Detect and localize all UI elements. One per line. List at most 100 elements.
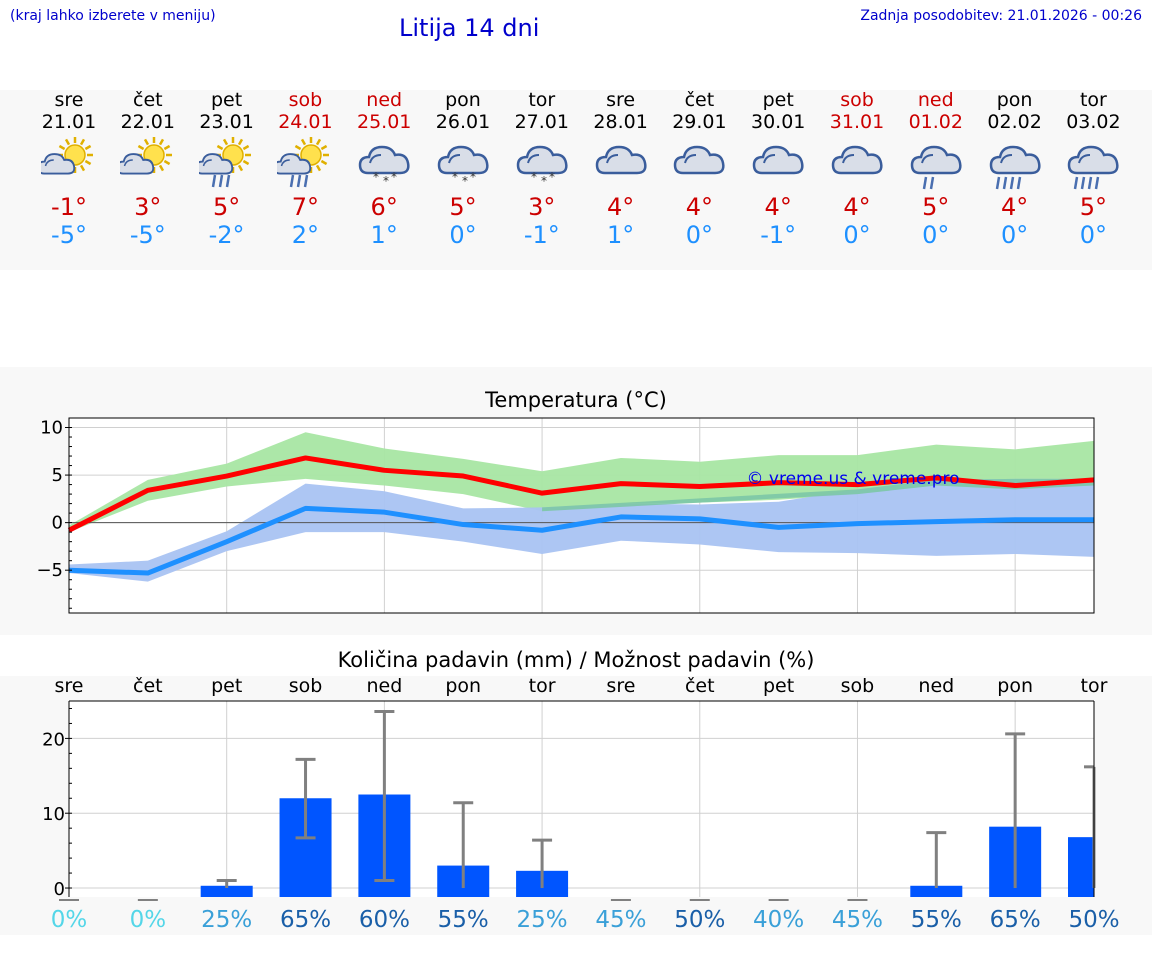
cloud-shape bbox=[674, 145, 725, 175]
temp-min: -5° bbox=[51, 221, 87, 249]
day-column: sob 24.01 7° 2° bbox=[265, 89, 345, 249]
day-name: pet bbox=[210, 89, 243, 111]
rain-drop bbox=[1095, 176, 1100, 190]
snow-flake: * bbox=[383, 174, 389, 188]
cloud-detail bbox=[605, 154, 618, 164]
snow-flake: * bbox=[541, 174, 547, 188]
sun-cloud-rain-icon bbox=[198, 137, 251, 188]
cloud-shape bbox=[831, 145, 883, 175]
sun-ray bbox=[137, 144, 145, 151]
day-column: pet 30.01 4° -1° bbox=[738, 89, 818, 249]
x-category-label: sre bbox=[55, 675, 84, 697]
rain-drop bbox=[218, 174, 223, 188]
sun-cloud-icon bbox=[119, 137, 172, 175]
precip-probability: 45% bbox=[832, 907, 883, 933]
precip-bar bbox=[1068, 837, 1094, 897]
temp-max: 4° bbox=[606, 193, 635, 221]
temp-min: -2° bbox=[208, 221, 245, 249]
day-column: čet 22.01 3° -5° bbox=[108, 89, 188, 249]
y-tick-label: 0 bbox=[52, 513, 63, 534]
cloud-shape bbox=[198, 153, 233, 175]
plot-area bbox=[69, 701, 1094, 897]
sun-ray bbox=[158, 164, 164, 172]
precip-probability: 25% bbox=[201, 907, 252, 933]
cloud-outline bbox=[516, 145, 568, 175]
x-category-label: tor bbox=[1081, 675, 1108, 697]
rain-drop bbox=[211, 174, 216, 188]
cloud-detail bbox=[202, 159, 212, 167]
rain-drop bbox=[1009, 176, 1014, 190]
day-column: pon 02.02 4° 0° bbox=[975, 89, 1055, 249]
precip-probability: 0% bbox=[130, 907, 167, 933]
rain-drop bbox=[929, 176, 935, 190]
temp-max: -1° bbox=[51, 193, 87, 221]
cloud-icon bbox=[831, 145, 883, 175]
cloud-outline bbox=[989, 145, 1041, 175]
temp-min: -1° bbox=[523, 221, 560, 249]
precip-probability: 60% bbox=[359, 907, 410, 933]
plot-frame bbox=[68, 417, 1095, 614]
day-name: sre bbox=[606, 89, 636, 111]
day-date: 25.01 bbox=[356, 111, 412, 133]
precip-probability: 65% bbox=[280, 907, 331, 933]
y-tick-label: −5 bbox=[36, 560, 63, 581]
precip-probability: 0% bbox=[51, 907, 88, 933]
day-column: pet 23.01 5° -2° bbox=[187, 89, 267, 249]
temp-min: 0° bbox=[922, 221, 950, 249]
rain-drop bbox=[290, 174, 295, 188]
day-date: 30.01 bbox=[750, 111, 806, 133]
rain-drop bbox=[304, 174, 309, 188]
day-name: sre bbox=[54, 89, 84, 111]
temp-min: 1° bbox=[370, 221, 398, 249]
sun-ray bbox=[158, 138, 164, 146]
cloud-snow-icon: * * * bbox=[516, 145, 568, 188]
temp-min: 2° bbox=[291, 221, 320, 249]
cloud-heavy-rain-icon bbox=[1068, 145, 1119, 190]
sun-cloud-rain-icon bbox=[277, 137, 330, 188]
cloud-outline bbox=[437, 145, 489, 175]
day-date: 23.01 bbox=[199, 111, 254, 133]
temp-max: 5° bbox=[922, 193, 950, 221]
cloud-shape bbox=[41, 153, 76, 175]
precip-probability: 55% bbox=[911, 907, 962, 933]
sun-ray bbox=[163, 159, 171, 166]
x-category-label: sob bbox=[289, 675, 323, 697]
y-tick-label: 10 bbox=[42, 804, 65, 825]
cloud-icon bbox=[595, 145, 647, 175]
day-date: 03.02 bbox=[1066, 111, 1121, 133]
y-tick-label: 10 bbox=[40, 418, 63, 439]
cloud-detail bbox=[999, 154, 1012, 164]
day-name: tor bbox=[528, 89, 556, 111]
cloud-detail bbox=[920, 154, 933, 164]
cloud-outline bbox=[198, 153, 233, 175]
y-tick-label: 0 bbox=[54, 879, 65, 900]
x-category-label: pet bbox=[211, 675, 242, 697]
cloud-outline bbox=[595, 145, 647, 175]
min-range-band bbox=[69, 478, 1094, 582]
temp-max: 3° bbox=[528, 193, 556, 221]
day-column: čet 29.01 4° 0° bbox=[659, 89, 739, 249]
temp-max: 5° bbox=[449, 193, 477, 221]
day-date: 27.01 bbox=[514, 111, 569, 133]
precip-probability: 65% bbox=[990, 907, 1041, 933]
snow-flake: * bbox=[462, 174, 468, 188]
y-tick-label: 5 bbox=[52, 465, 63, 486]
cloud-detail bbox=[123, 159, 133, 167]
cloud-outline bbox=[1068, 145, 1119, 175]
rain-drop bbox=[1074, 176, 1079, 190]
temp-max: 4° bbox=[843, 193, 871, 221]
snow-flake: * bbox=[391, 170, 397, 184]
location-hint: (kraj lahko izberete v meniju) bbox=[10, 8, 216, 24]
day-name: tor bbox=[1079, 89, 1107, 111]
temp-max: 5° bbox=[1079, 193, 1108, 221]
temp-max: 4° bbox=[1000, 193, 1029, 221]
day-name: pon bbox=[996, 89, 1033, 111]
cloud-rain-icon bbox=[910, 145, 962, 190]
day-date: 24.01 bbox=[278, 111, 333, 133]
x-category-label: pon bbox=[445, 675, 481, 697]
day-columns: sre 21.01 -1° -5° čet 22.01 3° -5° pet 23.01 5° -2°… bbox=[0, 0, 1152, 275]
temp-min: 0° bbox=[1000, 221, 1029, 249]
precip-bar bbox=[200, 885, 253, 897]
day-name: ned bbox=[366, 89, 403, 111]
overlap-band bbox=[542, 478, 1094, 512]
